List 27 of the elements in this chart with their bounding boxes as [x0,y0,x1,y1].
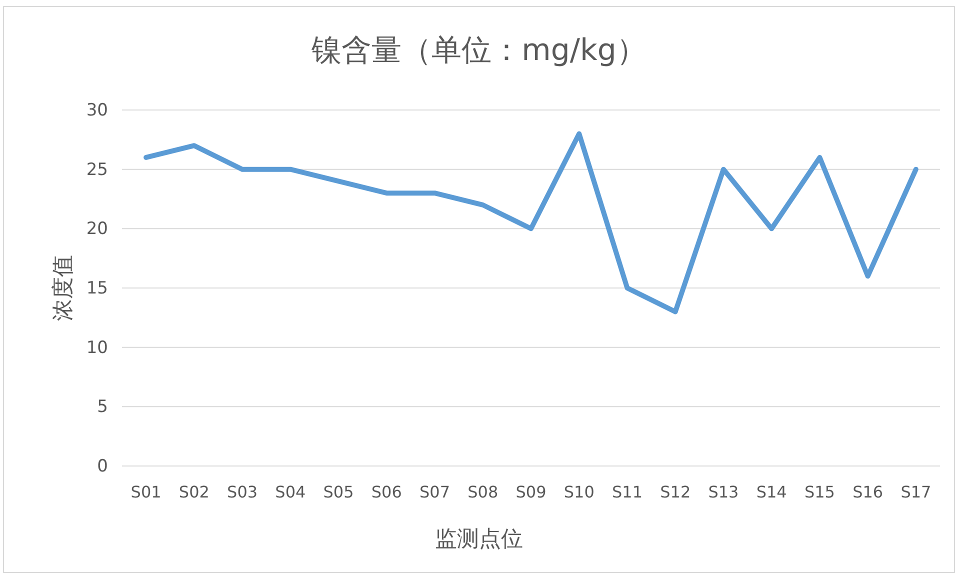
x-tick-label: S08 [468,482,498,502]
x-tick-label: S01 [130,482,162,502]
x-tick-label: S14 [756,482,787,502]
y-tick-label: 25 [86,160,108,180]
y-tick-label: 15 [86,278,108,298]
x-tick-label: S05 [323,482,354,502]
x-tick-label: S15 [804,482,835,502]
x-tick-label: S02 [178,482,210,502]
x-tick-label: S16 [852,482,884,502]
y-tick-label: 5 [97,397,108,418]
x-tick-label: S17 [900,482,932,502]
y-tick-label: 20 [86,219,108,240]
y-axis-title: 浓度值 [51,255,76,321]
y-tick-label: 0 [97,456,108,476]
x-tick-label: S10 [564,482,594,502]
x-tick-label: S07 [420,482,450,502]
x-tick-label: S12 [660,482,691,502]
x-tick-label: S04 [275,482,306,502]
x-tick-label: S03 [227,482,258,502]
chart-title: 镍含量（单位：mg/kg） [310,33,646,68]
x-tick-label: S11 [612,482,642,502]
x-tick-label: S13 [708,482,739,502]
x-tick-label: S06 [371,482,402,502]
y-tick-label: 30 [86,100,108,120]
x-tick-label: S09 [516,482,546,502]
y-tick-label: 10 [86,338,108,358]
x-axis-title: 监测点位 [435,527,523,552]
